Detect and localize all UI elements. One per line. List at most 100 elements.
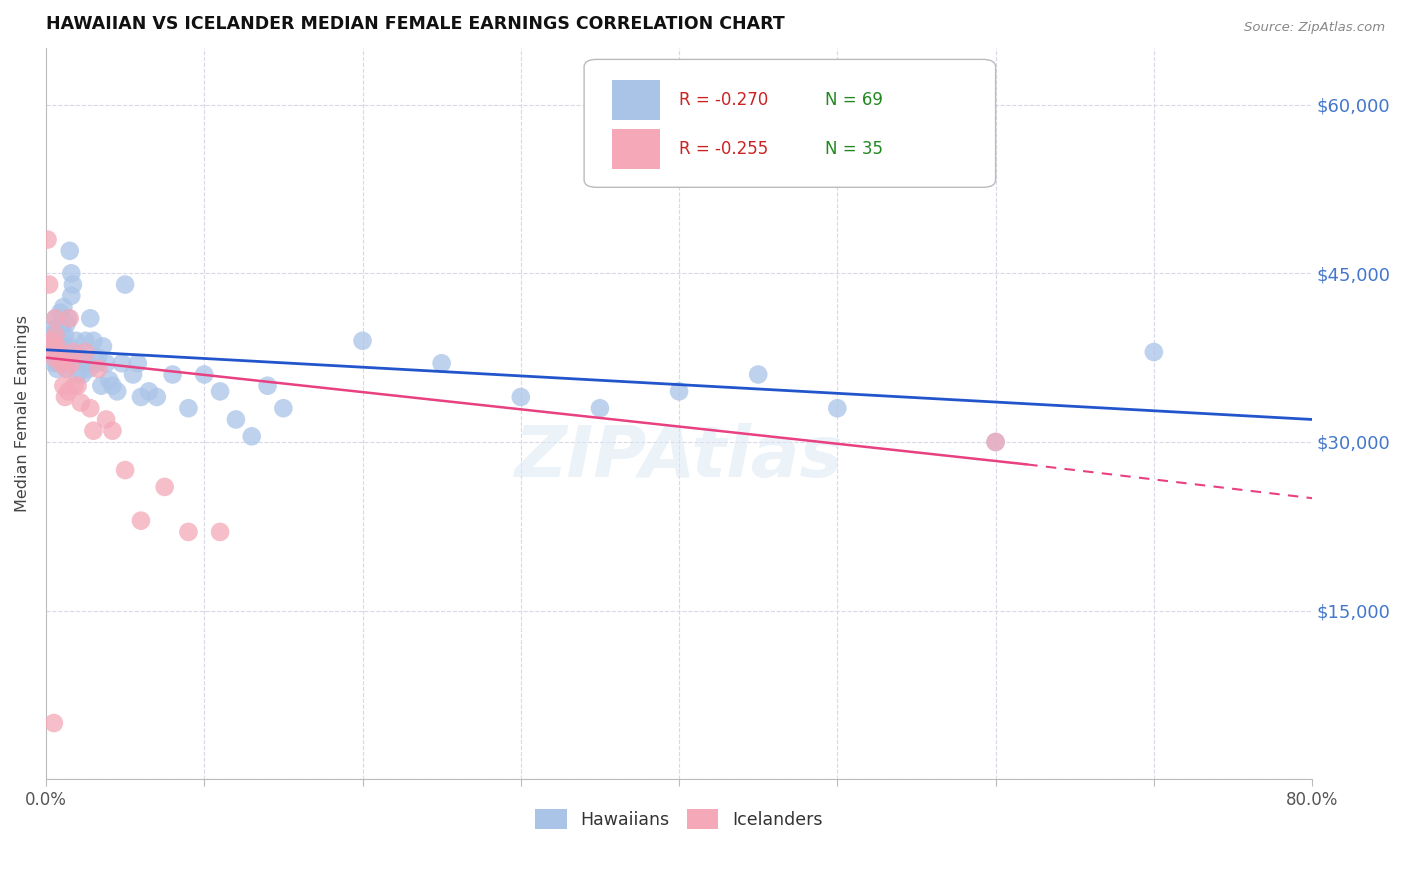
Point <box>44 311 66 326</box>
Point <box>62 345 84 359</box>
Point <box>209 524 232 539</box>
Point <box>153 480 176 494</box>
Point <box>1143 345 1166 359</box>
Point <box>39 328 62 343</box>
Point <box>53 356 76 370</box>
Point <box>46 339 69 353</box>
Point <box>76 356 98 370</box>
Point <box>138 384 160 399</box>
Point <box>984 434 1007 449</box>
Point <box>193 368 215 382</box>
Point <box>86 356 108 370</box>
Text: ZIPAtlas: ZIPAtlas <box>515 423 844 492</box>
Point <box>273 401 295 416</box>
Point <box>44 328 66 343</box>
Point <box>42 716 65 731</box>
Point <box>59 311 82 326</box>
Point <box>75 334 97 348</box>
Bar <box>612 129 659 169</box>
Point <box>38 277 60 292</box>
Point <box>87 362 110 376</box>
Point <box>42 351 65 365</box>
Point <box>79 311 101 326</box>
Point <box>69 395 91 409</box>
Point <box>75 345 97 359</box>
Point <box>129 390 152 404</box>
Point <box>52 300 75 314</box>
Point <box>98 373 121 387</box>
Point <box>66 368 89 382</box>
Point <box>46 322 69 336</box>
Point <box>44 339 66 353</box>
Text: N = 69: N = 69 <box>825 91 883 109</box>
FancyBboxPatch shape <box>583 60 995 187</box>
Point <box>87 351 110 365</box>
Point <box>984 434 1007 449</box>
Point <box>62 277 84 292</box>
Point <box>589 401 612 416</box>
Point <box>51 351 73 365</box>
Point <box>162 368 184 382</box>
Text: N = 35: N = 35 <box>825 140 883 159</box>
Point <box>122 368 145 382</box>
Point <box>59 244 82 258</box>
Bar <box>612 80 659 120</box>
Point <box>111 356 134 370</box>
Point <box>51 351 73 365</box>
Point <box>509 390 531 404</box>
Point <box>63 351 86 365</box>
Point <box>52 378 75 392</box>
Point <box>55 317 77 331</box>
Point <box>66 378 89 392</box>
Point <box>256 378 278 392</box>
Point <box>177 401 200 416</box>
Point <box>127 356 149 370</box>
Point <box>38 345 60 359</box>
Point <box>49 356 72 370</box>
Point <box>747 368 769 382</box>
Point <box>55 362 77 376</box>
Point <box>79 401 101 416</box>
Point <box>56 384 79 399</box>
Point <box>65 334 87 348</box>
Point <box>48 334 70 348</box>
Point <box>48 345 70 359</box>
Point <box>55 362 77 376</box>
Text: R = -0.255: R = -0.255 <box>679 140 768 159</box>
Point <box>589 153 612 168</box>
Point <box>60 266 83 280</box>
Point <box>209 384 232 399</box>
Point <box>42 356 65 370</box>
Point <box>114 277 136 292</box>
Point <box>82 424 104 438</box>
Text: HAWAIIAN VS ICELANDER MEDIAN FEMALE EARNINGS CORRELATION CHART: HAWAIIAN VS ICELANDER MEDIAN FEMALE EARN… <box>46 15 785 33</box>
Point <box>39 339 62 353</box>
Point <box>56 311 79 326</box>
Point <box>82 334 104 348</box>
Point <box>101 378 124 392</box>
Y-axis label: Median Female Earnings: Median Female Earnings <box>15 316 30 512</box>
Text: R = -0.270: R = -0.270 <box>679 91 768 109</box>
Point <box>827 401 849 416</box>
Point <box>77 362 100 376</box>
Point <box>46 362 69 376</box>
Point <box>60 356 83 370</box>
Text: Source: ZipAtlas.com: Source: ZipAtlas.com <box>1244 21 1385 34</box>
Point <box>41 322 63 336</box>
Point <box>94 412 117 426</box>
Point <box>41 334 63 348</box>
Point <box>53 328 76 343</box>
Point <box>90 378 112 392</box>
Point <box>53 390 76 404</box>
Point <box>42 334 65 348</box>
Point <box>225 412 247 426</box>
Point <box>69 351 91 365</box>
Point <box>60 289 83 303</box>
Point <box>105 384 128 399</box>
Point <box>101 424 124 438</box>
Point <box>129 514 152 528</box>
Point <box>48 356 70 370</box>
Point <box>114 463 136 477</box>
Point <box>91 339 114 353</box>
Point <box>37 233 59 247</box>
